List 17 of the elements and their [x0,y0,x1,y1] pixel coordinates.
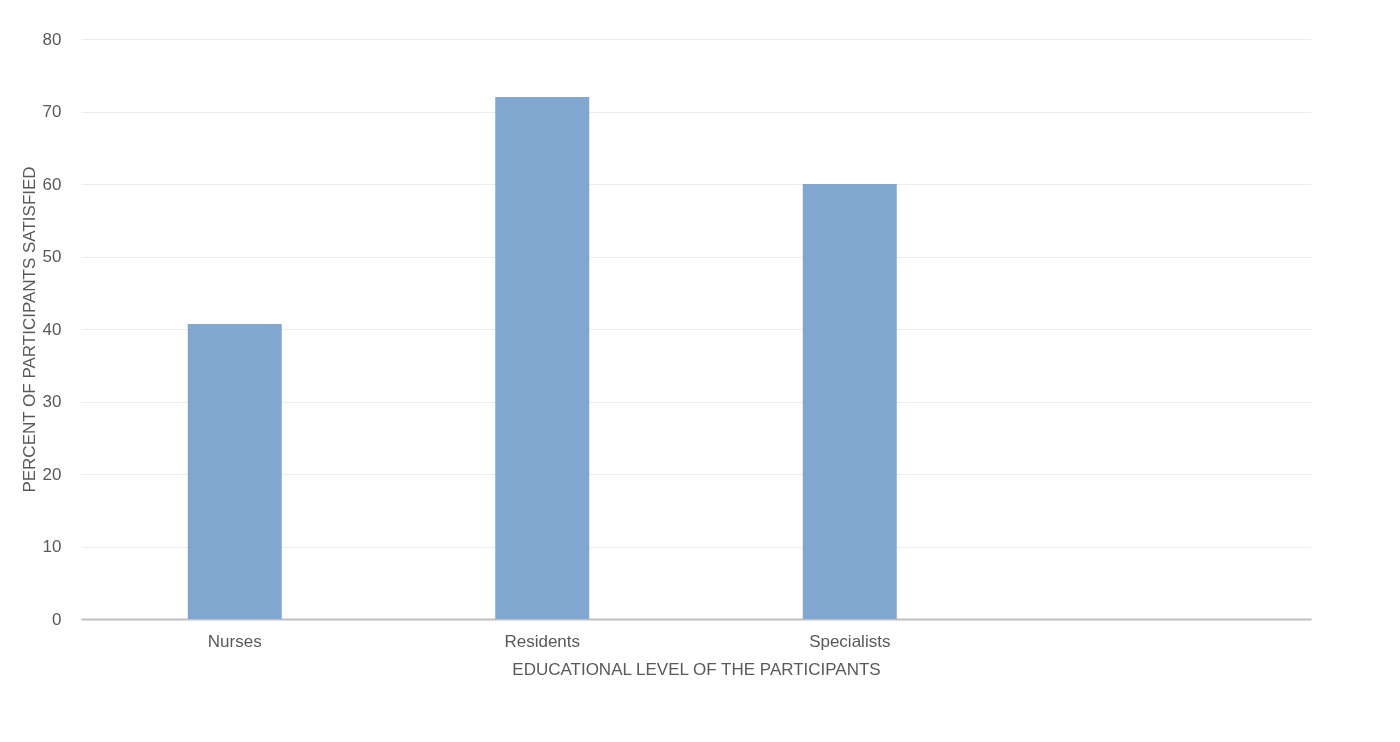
bar [495,97,590,619]
y-tick-label: 60 [42,174,62,194]
y-tick-label: 80 [42,29,62,49]
y-tick-label: 30 [42,392,62,411]
x-tick-label: Nurses [207,631,262,651]
bar [802,184,897,619]
x-axis-title: EDUCATIONAL LEVEL OF THE PARTICIPANTS [512,659,881,679]
y-tick-label: 20 [42,464,62,484]
y-tick-label: 40 [42,319,62,339]
y-tick-label: 70 [42,102,62,121]
x-tick-label: Residents [504,631,581,651]
y-axis-title: PERCENT OF PARTICIPANTS SATISFIED [19,166,39,493]
y-tick-label: 10 [42,537,62,556]
y-tick-label: 50 [42,247,62,266]
x-tick-label: Specialists [809,631,891,651]
y-tick-label: 0 [52,609,62,629]
bar [187,323,282,619]
